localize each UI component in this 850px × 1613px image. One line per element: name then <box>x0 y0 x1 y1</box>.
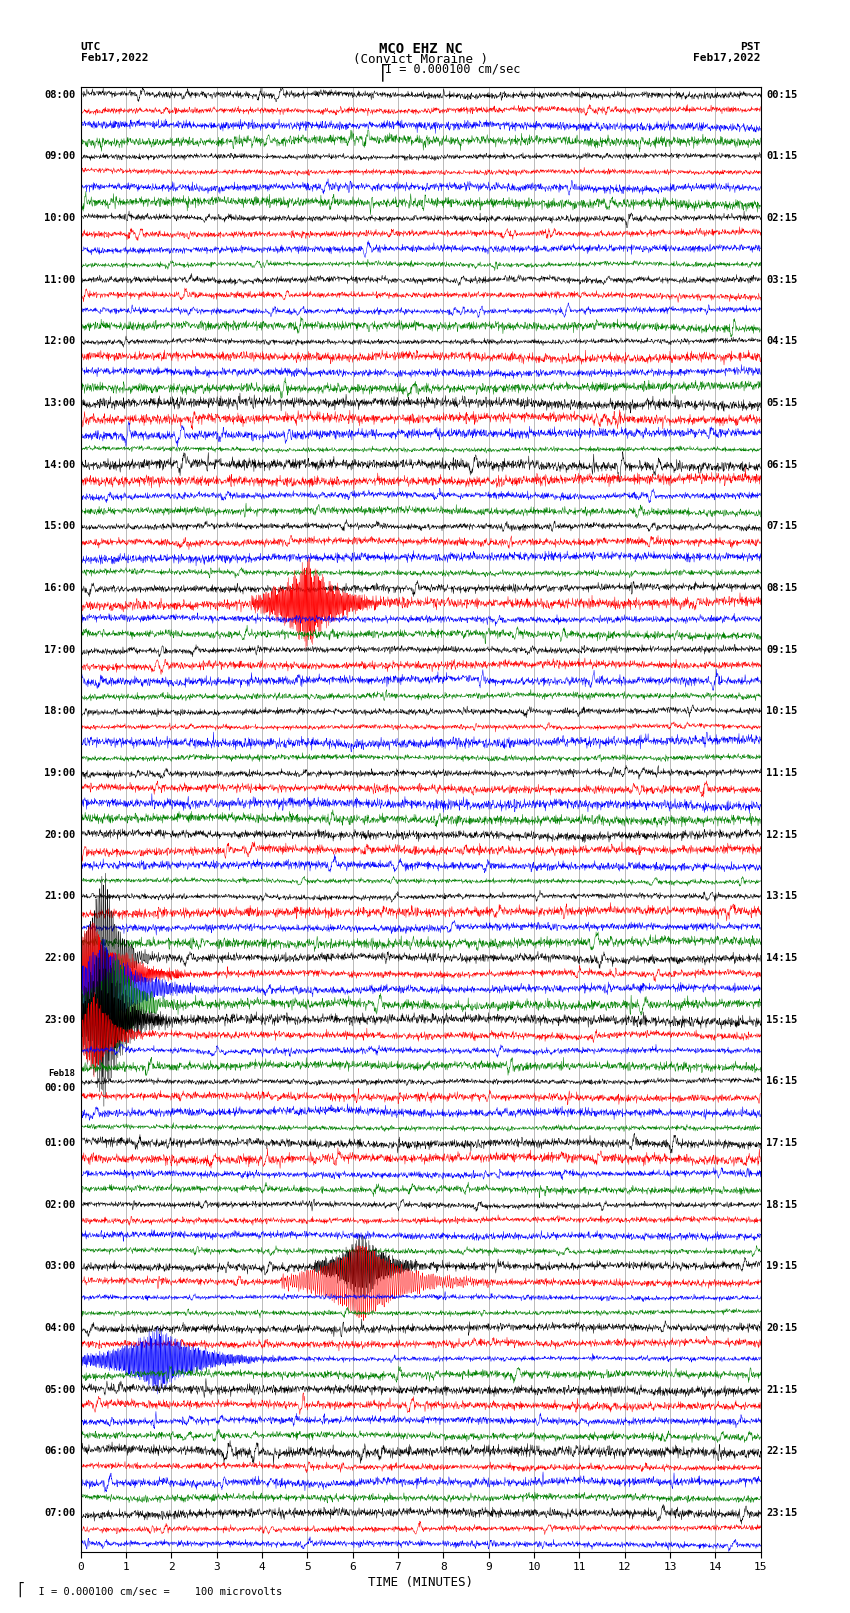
Text: 00:15: 00:15 <box>766 90 797 100</box>
Text: 13:00: 13:00 <box>44 398 76 408</box>
Text: 19:15: 19:15 <box>766 1261 797 1271</box>
Text: 04:00: 04:00 <box>44 1323 76 1334</box>
Text: ⎡: ⎡ <box>17 1582 25 1597</box>
Text: PST: PST <box>740 42 761 52</box>
Text: 03:00: 03:00 <box>44 1261 76 1271</box>
Text: 00:00: 00:00 <box>44 1082 76 1094</box>
Text: Feb18: Feb18 <box>48 1069 76 1077</box>
Text: 19:00: 19:00 <box>44 768 76 777</box>
Text: 13:15: 13:15 <box>766 892 797 902</box>
Text: 20:15: 20:15 <box>766 1323 797 1334</box>
Text: 11:15: 11:15 <box>766 768 797 777</box>
Text: 15:15: 15:15 <box>766 1015 797 1024</box>
Text: 14:15: 14:15 <box>766 953 797 963</box>
Text: MCO EHZ NC: MCO EHZ NC <box>379 42 462 56</box>
Text: 02:15: 02:15 <box>766 213 797 223</box>
Text: 10:15: 10:15 <box>766 706 797 716</box>
Text: (Convict Moraine ): (Convict Moraine ) <box>354 53 488 66</box>
Text: 21:00: 21:00 <box>44 892 76 902</box>
Text: 15:00: 15:00 <box>44 521 76 531</box>
Text: 07:00: 07:00 <box>44 1508 76 1518</box>
Text: 08:15: 08:15 <box>766 584 797 594</box>
Text: 16:15: 16:15 <box>766 1076 797 1087</box>
Text: 17:00: 17:00 <box>44 645 76 655</box>
Text: UTC: UTC <box>81 42 101 52</box>
Text: 14:00: 14:00 <box>44 460 76 469</box>
Text: 18:15: 18:15 <box>766 1200 797 1210</box>
Text: 21:15: 21:15 <box>766 1386 797 1395</box>
Text: I = 0.000100 cm/sec: I = 0.000100 cm/sec <box>385 63 520 76</box>
Text: 20:00: 20:00 <box>44 829 76 840</box>
Text: 12:15: 12:15 <box>766 829 797 840</box>
Text: 12:00: 12:00 <box>44 337 76 347</box>
Text: 22:00: 22:00 <box>44 953 76 963</box>
Text: 09:00: 09:00 <box>44 152 76 161</box>
Text: 11:00: 11:00 <box>44 274 76 286</box>
Text: 04:15: 04:15 <box>766 337 797 347</box>
Text: 22:15: 22:15 <box>766 1447 797 1457</box>
X-axis label: TIME (MINUTES): TIME (MINUTES) <box>368 1576 473 1589</box>
Text: 09:15: 09:15 <box>766 645 797 655</box>
Text: 01:00: 01:00 <box>44 1139 76 1148</box>
Text: 07:15: 07:15 <box>766 521 797 531</box>
Text: 01:15: 01:15 <box>766 152 797 161</box>
Text: 23:00: 23:00 <box>44 1015 76 1024</box>
Text: ⎡: ⎡ <box>380 63 389 81</box>
Text: 05:00: 05:00 <box>44 1386 76 1395</box>
Text: 03:15: 03:15 <box>766 274 797 286</box>
Text: 08:00: 08:00 <box>44 90 76 100</box>
Text: 05:15: 05:15 <box>766 398 797 408</box>
Text: 23:15: 23:15 <box>766 1508 797 1518</box>
Text: 02:00: 02:00 <box>44 1200 76 1210</box>
Text: Feb17,2022: Feb17,2022 <box>694 53 761 63</box>
Text: Feb17,2022: Feb17,2022 <box>81 53 148 63</box>
Text: I = 0.000100 cm/sec =    100 microvolts: I = 0.000100 cm/sec = 100 microvolts <box>26 1587 281 1597</box>
Text: 17:15: 17:15 <box>766 1139 797 1148</box>
Text: 10:00: 10:00 <box>44 213 76 223</box>
Text: 18:00: 18:00 <box>44 706 76 716</box>
Text: 16:00: 16:00 <box>44 584 76 594</box>
Text: 06:00: 06:00 <box>44 1447 76 1457</box>
Text: 06:15: 06:15 <box>766 460 797 469</box>
